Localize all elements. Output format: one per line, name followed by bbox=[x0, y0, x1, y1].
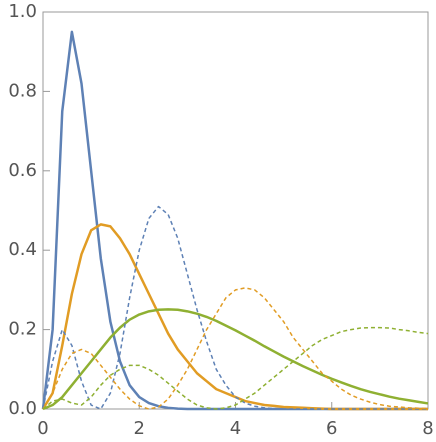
x-tick-label: 8 bbox=[422, 418, 433, 439]
x-tick-label: 0 bbox=[37, 418, 48, 439]
series-line bbox=[42, 308, 429, 411]
y-tick-label: 0.2 bbox=[8, 319, 37, 340]
y-tick-label: 1.0 bbox=[8, 1, 37, 22]
y-tick-label: 0.4 bbox=[8, 239, 37, 260]
x-tick-label: 6 bbox=[326, 418, 337, 439]
series-line bbox=[41, 30, 428, 411]
y-tick-label: 0.8 bbox=[8, 80, 37, 101]
series-line bbox=[42, 326, 429, 410]
y-tick-label: 0.6 bbox=[8, 160, 37, 181]
series-line bbox=[42, 287, 429, 410]
y-tick-label: 0.0 bbox=[8, 398, 37, 419]
x-tick-label: 4 bbox=[230, 418, 241, 439]
x-tick-label: 2 bbox=[134, 418, 145, 439]
series-line bbox=[42, 205, 428, 410]
